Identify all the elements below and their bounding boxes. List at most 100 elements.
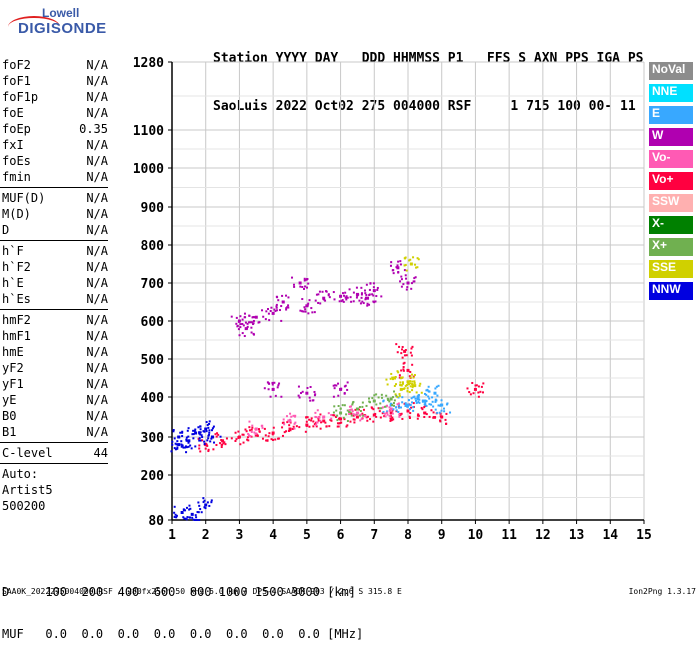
echo-point (358, 414, 361, 417)
legend-item-vo+: Vo+ (649, 172, 693, 190)
echo-point (246, 438, 249, 441)
echo-point (242, 441, 245, 444)
parameter-panel: foF2 N/A foF1 N/A foF1p N/A foE N/A foEp 0.35 fxI N… (0, 57, 112, 514)
data-point (305, 391, 309, 395)
echo-point (356, 294, 359, 297)
echo-point (410, 347, 413, 350)
echo-point (246, 325, 249, 328)
echo-point (267, 312, 270, 315)
echo-point (185, 439, 188, 442)
echo-point (292, 283, 295, 286)
echo-point (304, 310, 307, 313)
echo-point (406, 405, 409, 408)
echo-point (319, 427, 322, 430)
echo-point (256, 434, 259, 437)
echo-point (174, 513, 177, 516)
echo-point (480, 385, 483, 388)
echo-point (251, 424, 254, 427)
echo-point (475, 384, 478, 387)
echo-point (303, 279, 306, 282)
echo-point (293, 415, 296, 418)
echo-point (201, 439, 204, 442)
legend-item-vo-: Vo- (649, 150, 693, 168)
echo-point (319, 302, 322, 305)
data-point (194, 431, 198, 435)
echo-point (313, 423, 316, 426)
echo-point (181, 430, 184, 433)
echo-point (392, 402, 395, 405)
echo-point (327, 293, 330, 296)
echo-point (398, 374, 401, 377)
param-value: N/A (86, 223, 108, 237)
echo-point (408, 415, 411, 418)
echo-point (410, 406, 413, 409)
echo-point (408, 408, 411, 411)
echo-point (210, 501, 213, 504)
echo-point (366, 304, 369, 307)
echo-point (400, 275, 403, 278)
echo-point (399, 377, 402, 380)
echo-point (199, 431, 202, 434)
echo-point (314, 415, 317, 418)
echo-point (264, 318, 267, 321)
echo-point (409, 385, 412, 388)
echo-point (411, 389, 414, 392)
param-row: hmE N/A (0, 344, 112, 360)
echo-point (437, 384, 440, 387)
echo-point (391, 404, 394, 407)
echo-point (253, 316, 256, 319)
param-label: B0 (2, 409, 17, 423)
echo-point (417, 258, 420, 261)
echo-point (445, 403, 448, 406)
echo-point (397, 260, 400, 263)
echo-point (261, 309, 264, 312)
param-label: yF1 (2, 377, 24, 391)
echo-point (287, 304, 290, 307)
echo-point (247, 439, 250, 442)
data-point (254, 315, 258, 319)
echo-point (294, 421, 297, 424)
echo-point (271, 381, 274, 384)
echo-point (258, 430, 261, 433)
param-value: N/A (86, 154, 108, 168)
echo-point (410, 282, 413, 285)
echo-point (281, 434, 284, 437)
echo-point (292, 414, 295, 417)
echo-point (301, 298, 304, 301)
echo-point (185, 518, 188, 521)
data-point (204, 427, 208, 431)
echo-point (404, 403, 407, 406)
echo-point (239, 326, 242, 329)
param-value: N/A (86, 138, 108, 152)
echo-point (436, 394, 439, 397)
echo-point (417, 394, 420, 397)
echo-point (402, 369, 405, 372)
echo-point (262, 315, 265, 318)
param-value: N/A (86, 207, 108, 221)
echo-point (399, 280, 402, 283)
echo-point (194, 514, 197, 517)
echo-point (172, 429, 175, 432)
echo-point (286, 306, 289, 309)
echo-point (293, 285, 296, 288)
echo-point (368, 294, 371, 297)
echo-point (345, 425, 348, 428)
param-label: foE (2, 106, 24, 120)
echo-point (210, 437, 213, 440)
y-tick-label: 800 (141, 239, 165, 254)
echo-point (192, 433, 195, 436)
echo-point (360, 296, 363, 299)
echo-point (213, 441, 216, 444)
echo-point (285, 308, 288, 311)
echo-point (395, 409, 398, 412)
echo-point (319, 413, 322, 416)
echo-point (343, 404, 346, 407)
echo-point (414, 397, 417, 400)
echo-point (401, 376, 404, 379)
x-tick-label: 7 (370, 528, 378, 543)
echo-point (305, 286, 308, 289)
echo-point (188, 516, 191, 519)
echo-point (304, 430, 307, 433)
echo-point (277, 299, 280, 302)
echo-point (380, 407, 383, 410)
